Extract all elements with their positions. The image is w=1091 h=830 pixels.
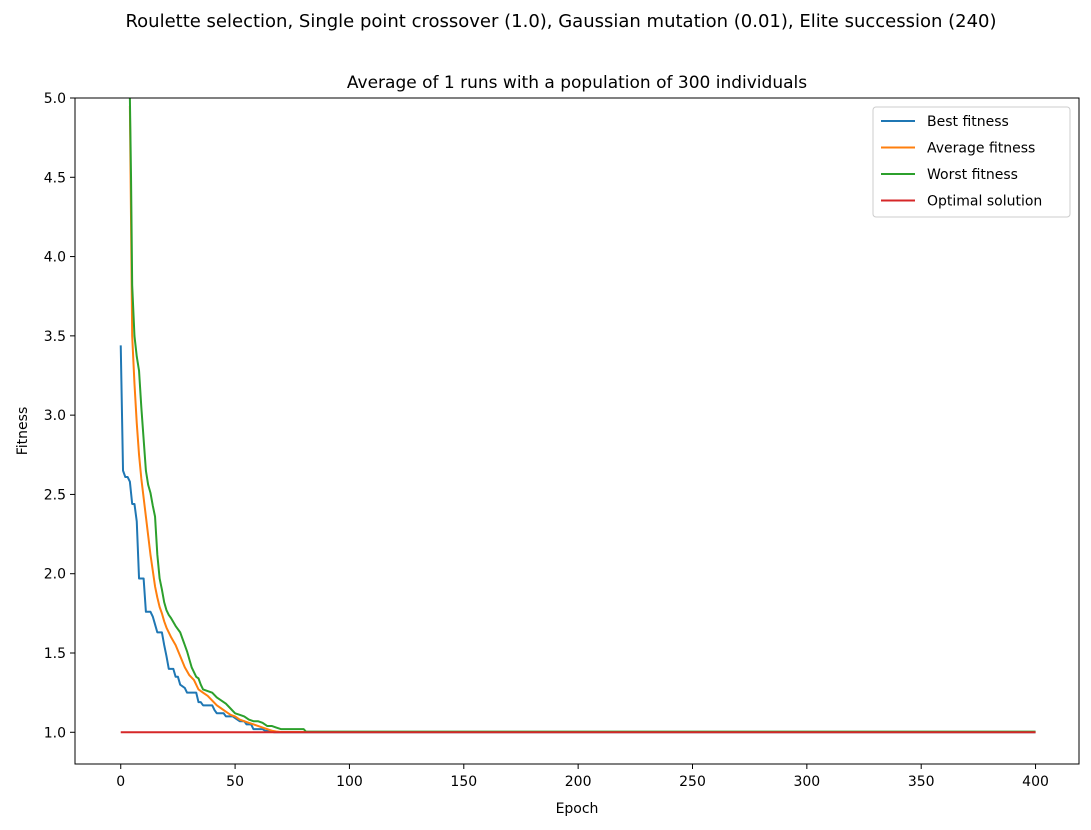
x-tick-label: 200 (565, 774, 592, 790)
legend-label: Optimal solution (927, 194, 1042, 210)
legend: Best fitness Average fitness Worst fitness… (872, 106, 1071, 218)
x-tick-label: 150 (450, 774, 477, 790)
x-tick-label: 400 (1022, 774, 1049, 790)
y-axis-label: Fitness (15, 407, 31, 456)
chart-title: Average of 1 runs with a population of 3… (347, 73, 807, 93)
series-line-3 (128, 98, 1036, 733)
series-line-2 (128, 105, 1036, 733)
x-tick-label: 350 (908, 774, 935, 790)
legend-label: Worst fitness (927, 167, 1018, 183)
x-tick-label: 300 (793, 774, 820, 790)
legend-label: Average fitness (927, 141, 1035, 157)
legend-box (872, 106, 1071, 218)
x-axis-label: Epoch (556, 801, 599, 817)
y-tick-label: 3.5 (44, 329, 66, 345)
series-line-1 (119, 345, 1036, 734)
x-axis: 0 50 100 150 200 250 300 350 400 (116, 764, 1049, 790)
x-tick-label: 250 (679, 774, 706, 790)
y-tick-label: 3.0 (44, 408, 66, 424)
x-tick-label: 100 (336, 774, 363, 790)
y-tick-label: 1.5 (44, 646, 66, 662)
y-tick-label: 5.0 (44, 91, 66, 107)
series-layer (119, 98, 1036, 734)
y-axis: 1.0 1.5 2.0 2.5 3.0 3.5 4.0 4.5 5.0 (44, 91, 75, 741)
y-tick-label: 2.5 (44, 487, 66, 503)
figure-suptitle: Roulette selection, Single point crossov… (125, 11, 996, 32)
plot-frame (74, 97, 1080, 765)
y-tick-label: 4.0 (44, 250, 66, 266)
x-tick-label: 0 (116, 774, 125, 790)
legend-label: Best fitness (927, 114, 1009, 130)
x-tick-label: 50 (226, 774, 244, 790)
y-tick-label: 1.0 (44, 725, 66, 741)
y-tick-label: 2.0 (44, 567, 66, 583)
y-tick-label: 4.5 (44, 170, 66, 186)
